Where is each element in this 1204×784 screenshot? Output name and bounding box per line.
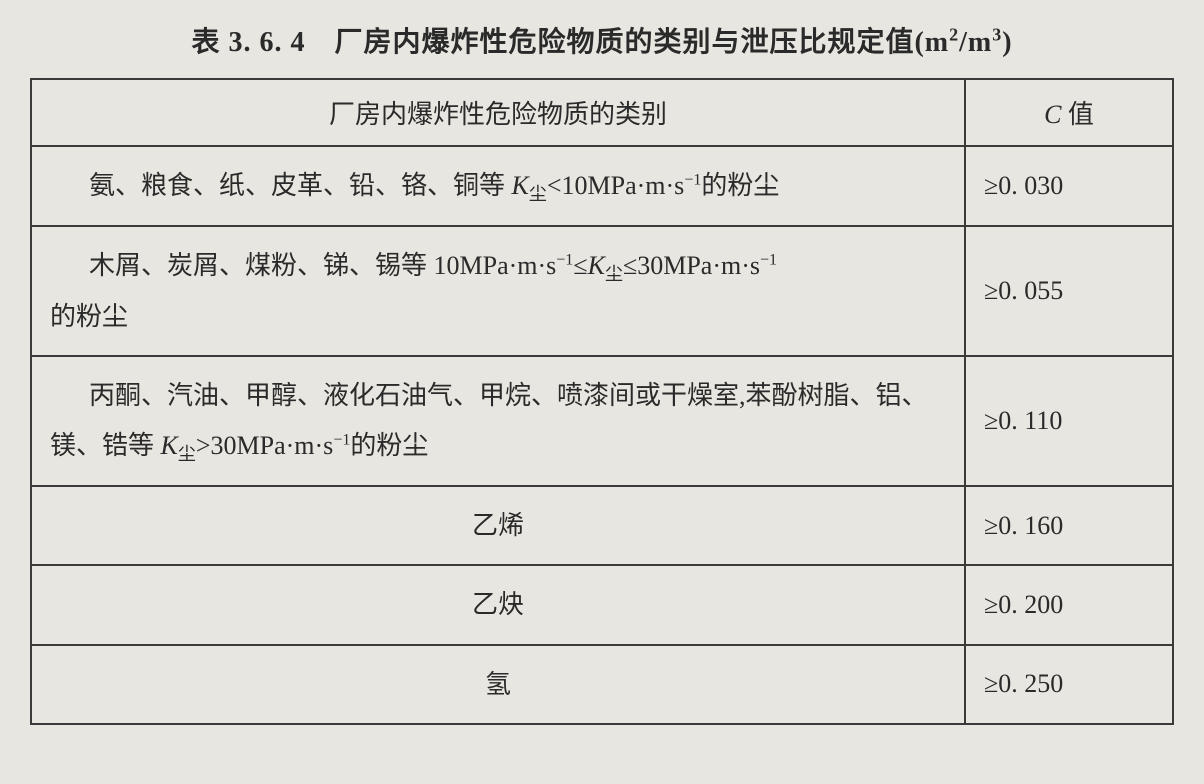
ge-symbol: ≥ bbox=[984, 171, 998, 200]
table-row: 木屑、炭屑、煤粉、锑、锡等 10MPa·m·s−1≤K尘≤30MPa·m·s−1… bbox=[31, 226, 1173, 356]
text-part: 的粉尘 bbox=[350, 431, 428, 460]
cell-category: 乙烯 bbox=[31, 486, 965, 565]
k-sub: 尘 bbox=[178, 444, 196, 464]
ge-symbol: ≥ bbox=[984, 590, 998, 619]
data-table: 厂房内爆炸性危险物质的类别 C 值 氨、粮食、纸、皮革、铅、铬、铜等 K尘<10… bbox=[30, 78, 1174, 725]
formula-part: 30MPa·m·s bbox=[637, 251, 760, 280]
cell-category: 乙炔 bbox=[31, 565, 965, 644]
c-number: 0. 030 bbox=[998, 171, 1063, 200]
ge-symbol: ≥ bbox=[984, 276, 998, 305]
cell-category: 氢 bbox=[31, 645, 965, 724]
cell-cvalue: ≥0. 030 bbox=[965, 146, 1173, 226]
le-symbol: ≤ bbox=[623, 251, 637, 280]
sup-part: −1 bbox=[556, 252, 573, 269]
text-part: 的粉尘 bbox=[50, 302, 128, 331]
text-part: 氨、粮食、纸、皮革、铅、铬、铜等 bbox=[89, 171, 512, 200]
c-number: 0. 160 bbox=[998, 511, 1063, 540]
k-sub: 尘 bbox=[529, 184, 547, 204]
title-prefix: 表 3. 6. 4 厂房内爆炸性危险物质的类别与泄压比规定值(m bbox=[191, 27, 949, 58]
ge-symbol: ≥ bbox=[984, 669, 998, 698]
table-title: 表 3. 6. 4 厂房内爆炸性危险物质的类别与泄压比规定值(m2/m3) bbox=[30, 20, 1174, 60]
formula-part: <10MPa·m·s bbox=[547, 171, 684, 200]
header-c-symbol: C bbox=[1044, 100, 1068, 129]
cell-cvalue: ≥0. 055 bbox=[965, 226, 1173, 356]
c-number: 0. 250 bbox=[998, 669, 1063, 698]
formula-part: >30MPa·m·s bbox=[196, 431, 333, 460]
c-number: 0. 110 bbox=[998, 406, 1062, 435]
sup-part: −1 bbox=[333, 431, 350, 448]
ge-symbol: ≥ bbox=[984, 406, 998, 435]
table-header-row: 厂房内爆炸性危险物质的类别 C 值 bbox=[31, 79, 1173, 146]
table-row: 氨、粮食、纸、皮革、铅、铬、铜等 K尘<10MPa·m·s−1的粉尘 ≥0. 0… bbox=[31, 146, 1173, 226]
header-category: 厂房内爆炸性危险物质的类别 bbox=[31, 79, 965, 146]
cell-cvalue: ≥0. 200 bbox=[965, 565, 1173, 644]
cell-category: 氨、粮食、纸、皮革、铅、铬、铜等 K尘<10MPa·m·s−1的粉尘 bbox=[31, 146, 965, 226]
table-row: 乙炔 ≥0. 200 bbox=[31, 565, 1173, 644]
cell-cvalue: ≥0. 250 bbox=[965, 645, 1173, 724]
k-symbol: K bbox=[588, 251, 605, 280]
title-mid: /m bbox=[959, 27, 992, 58]
table-row: 丙酮、汽油、甲醇、液化石油气、甲烷、喷漆间或干燥室,苯酚树脂、铝、镁、锆等 K尘… bbox=[31, 356, 1173, 486]
sup-part: −1 bbox=[760, 252, 777, 269]
text-part: 木屑、炭屑、煤粉、锑、锡等 10MPa·m·s bbox=[89, 251, 556, 280]
cell-category: 木屑、炭屑、煤粉、锑、锡等 10MPa·m·s−1≤K尘≤30MPa·m·s−1… bbox=[31, 226, 965, 356]
k-symbol: K bbox=[161, 431, 178, 460]
sup-part: −1 bbox=[684, 171, 701, 188]
header-c-cn: 值 bbox=[1068, 100, 1094, 129]
c-number: 0. 055 bbox=[998, 276, 1063, 305]
table-row: 氢 ≥0. 250 bbox=[31, 645, 1173, 724]
text-part: 的粉尘 bbox=[701, 171, 779, 200]
row3-wrap: 丙酮、汽油、甲醇、液化石油气、甲烷、喷漆间或干燥室,苯酚树脂、铝、镁、锆等 K尘… bbox=[50, 371, 946, 471]
header-cvalue: C 值 bbox=[965, 79, 1173, 146]
line1-wrap: 木屑、炭屑、煤粉、锑、锡等 10MPa·m·s−1≤K尘≤30MPa·m·s−1 bbox=[50, 241, 777, 291]
ge-symbol: ≥ bbox=[984, 511, 998, 540]
c-number: 0. 200 bbox=[998, 590, 1063, 619]
cell-category: 丙酮、汽油、甲醇、液化石油气、甲烷、喷漆间或干燥室,苯酚树脂、铝、镁、锆等 K尘… bbox=[31, 356, 965, 486]
cell-cvalue: ≥0. 110 bbox=[965, 356, 1173, 486]
k-symbol: K bbox=[512, 171, 529, 200]
k-sub: 尘 bbox=[605, 265, 623, 285]
cell-cvalue: ≥0. 160 bbox=[965, 486, 1173, 565]
table-row: 乙烯 ≥0. 160 bbox=[31, 486, 1173, 565]
title-sup2: 3 bbox=[992, 25, 1002, 45]
title-sup1: 2 bbox=[949, 25, 959, 45]
title-suffix: ) bbox=[1002, 27, 1012, 58]
le-symbol: ≤ bbox=[573, 251, 587, 280]
